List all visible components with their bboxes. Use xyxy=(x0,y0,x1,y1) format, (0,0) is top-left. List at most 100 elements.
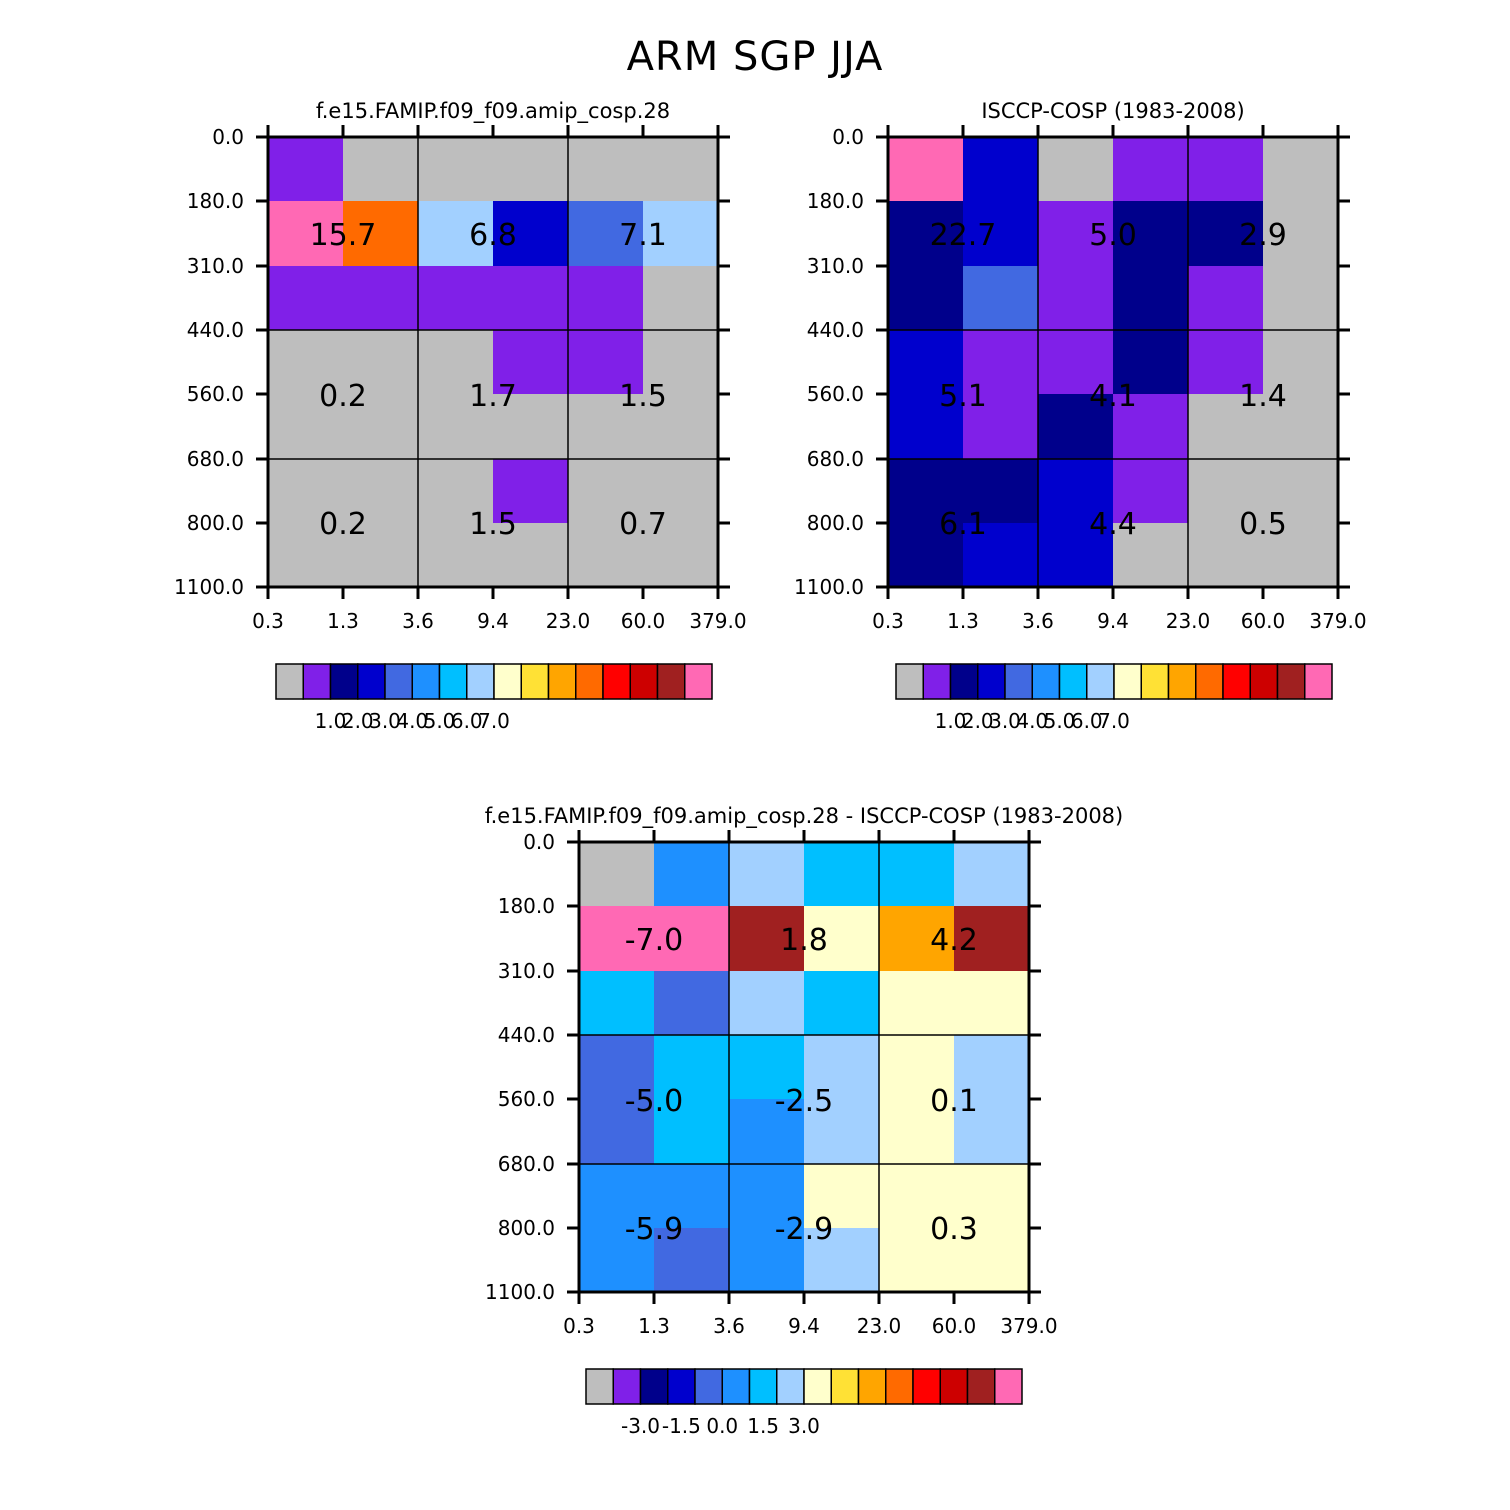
heatmap-cell xyxy=(579,971,655,1036)
heatmap-cell xyxy=(1038,201,1114,267)
cell-value-label: 5.0 xyxy=(1089,218,1137,253)
colorbar-tick-label: 5.0 xyxy=(424,709,456,733)
heatmap-cell xyxy=(1188,330,1264,395)
heatmap-cell xyxy=(654,842,730,907)
heatmap-cell xyxy=(879,1164,955,1229)
colorbar-swatch xyxy=(1004,663,1033,700)
colorbar-swatch xyxy=(912,1368,941,1405)
colorbar-swatch xyxy=(602,663,631,700)
x-tick-label: 3.6 xyxy=(402,609,434,633)
heatmap-cell xyxy=(1188,201,1264,267)
heatmap-cell xyxy=(1188,394,1264,460)
heatmap-cell xyxy=(268,266,344,331)
x-tick-label: 9.4 xyxy=(477,609,509,633)
x-tick-label: 0.3 xyxy=(563,1314,595,1338)
colorbar-tick-label: 7.0 xyxy=(478,709,510,733)
colorbar-swatch xyxy=(895,663,924,700)
heatmap-cell xyxy=(268,394,344,460)
x-tick-label: 379.0 xyxy=(1309,609,1366,633)
y-tick-label: 560.0 xyxy=(187,382,244,406)
heatmap-cell xyxy=(954,1099,1030,1165)
heatmap-cell xyxy=(568,201,644,267)
heatmap-cell xyxy=(268,330,344,395)
colorbar-tick-label: 3.0 xyxy=(369,709,401,733)
heatmap-cell xyxy=(268,459,344,524)
heatmap-cell xyxy=(493,459,569,524)
x-tick-label: 0.3 xyxy=(252,609,284,633)
colorbar-swatch xyxy=(1058,663,1088,700)
heatmap-cell xyxy=(954,842,1030,907)
heatmap-cell xyxy=(1263,523,1339,588)
cell-value-label: 0.5 xyxy=(1239,507,1287,542)
colorbar-tick-label: 1.0 xyxy=(315,709,347,733)
cell-value-label: 4.4 xyxy=(1089,507,1137,542)
y-tick-label: 680.0 xyxy=(807,447,864,471)
heatmap-cell xyxy=(804,971,880,1036)
x-tick-label: 1.3 xyxy=(638,1314,670,1338)
y-tick-label: 1100.0 xyxy=(485,1280,555,1304)
figure-title: ARM SGP JJA xyxy=(627,34,884,80)
heatmap-cell xyxy=(879,971,955,1036)
colorbar-swatch xyxy=(302,663,332,700)
heatmap-cell xyxy=(268,523,344,588)
heatmap-cell xyxy=(888,394,964,460)
y-tick-label: 560.0 xyxy=(807,382,864,406)
heatmap-cell xyxy=(888,201,964,267)
heatmap-cell xyxy=(493,330,569,395)
colorbar-swatch xyxy=(748,1368,778,1405)
heatmap-cell xyxy=(654,1099,730,1165)
heatmap-cell xyxy=(954,1228,1030,1293)
colorbar-tick-label: 6.0 xyxy=(451,709,483,733)
heatmap-cell xyxy=(568,459,644,524)
heatmap-cell xyxy=(343,137,419,202)
y-tick-label: 180.0 xyxy=(498,894,555,918)
heatmap-cell xyxy=(418,201,494,267)
colorbar-swatch xyxy=(438,663,468,700)
heatmap-cell xyxy=(1113,330,1189,395)
heatmap-cell xyxy=(1263,137,1339,202)
heatmap-cell xyxy=(418,266,494,331)
colorbar-swatch xyxy=(922,663,952,700)
cell-value-label: 6.1 xyxy=(939,507,987,542)
heatmap-cell xyxy=(963,330,1039,395)
colorbar-tick-label: 4.0 xyxy=(1016,709,1048,733)
heatmap-cell xyxy=(418,137,494,202)
heatmap-cell xyxy=(729,1228,805,1293)
heatmap-cell xyxy=(343,330,419,395)
cell-value-label: 6.8 xyxy=(469,218,517,253)
x-tick-label: 1.3 xyxy=(947,609,979,633)
heatmap-cell xyxy=(654,1035,730,1100)
colorbar-swatch xyxy=(977,663,1006,700)
heatmap-cell xyxy=(729,1035,805,1100)
heatmap-cell xyxy=(343,201,419,267)
colorbar-swatch xyxy=(1195,663,1224,700)
colorbar-swatch xyxy=(1031,663,1061,700)
cell-value-label: 5.1 xyxy=(939,379,987,414)
heatmap-cell xyxy=(1113,523,1189,588)
heatmap-cell xyxy=(879,1099,955,1165)
panel-2: ISCCP-COSP (1983-2008) 0.3 1.3 3.6 9.4 23.0 60… xyxy=(794,99,1367,733)
heatmap-cell xyxy=(343,459,419,524)
panel-title: f.e15.FAMIP.f09_f09.amip_cosp.28 xyxy=(316,99,670,124)
heatmap-cell xyxy=(804,1228,880,1293)
heatmap-cell xyxy=(493,266,569,331)
x-tick-label: 23.0 xyxy=(546,609,591,633)
heatmap-cell xyxy=(954,906,1030,972)
colorbar-swatch xyxy=(857,1368,887,1405)
y-tick-label: 0.0 xyxy=(523,830,555,854)
heatmap-cell xyxy=(568,137,644,202)
colorbar-swatch xyxy=(1140,663,1170,700)
heatmap-cell xyxy=(1263,394,1339,460)
colorbar-tick-label: 0.0 xyxy=(706,1414,738,1438)
colorbar-tick-label: 7.0 xyxy=(1098,709,1130,733)
colorbar-swatch xyxy=(1086,663,1115,700)
heatmap-cell xyxy=(1038,523,1114,588)
heatmap-cell xyxy=(654,1228,730,1293)
cell-value-label: 0.3 xyxy=(930,1212,978,1247)
heatmap-cell xyxy=(888,523,964,588)
y-tick-label: 800.0 xyxy=(498,1216,555,1240)
heatmap-cell xyxy=(729,971,805,1036)
panel-1: f.e15.FAMIP.f09_f09.amip_cosp.28 0.3 1.3 3.… xyxy=(174,99,747,733)
x-tick-label: 23.0 xyxy=(1166,609,1211,633)
heatmap-cell xyxy=(729,1099,805,1165)
